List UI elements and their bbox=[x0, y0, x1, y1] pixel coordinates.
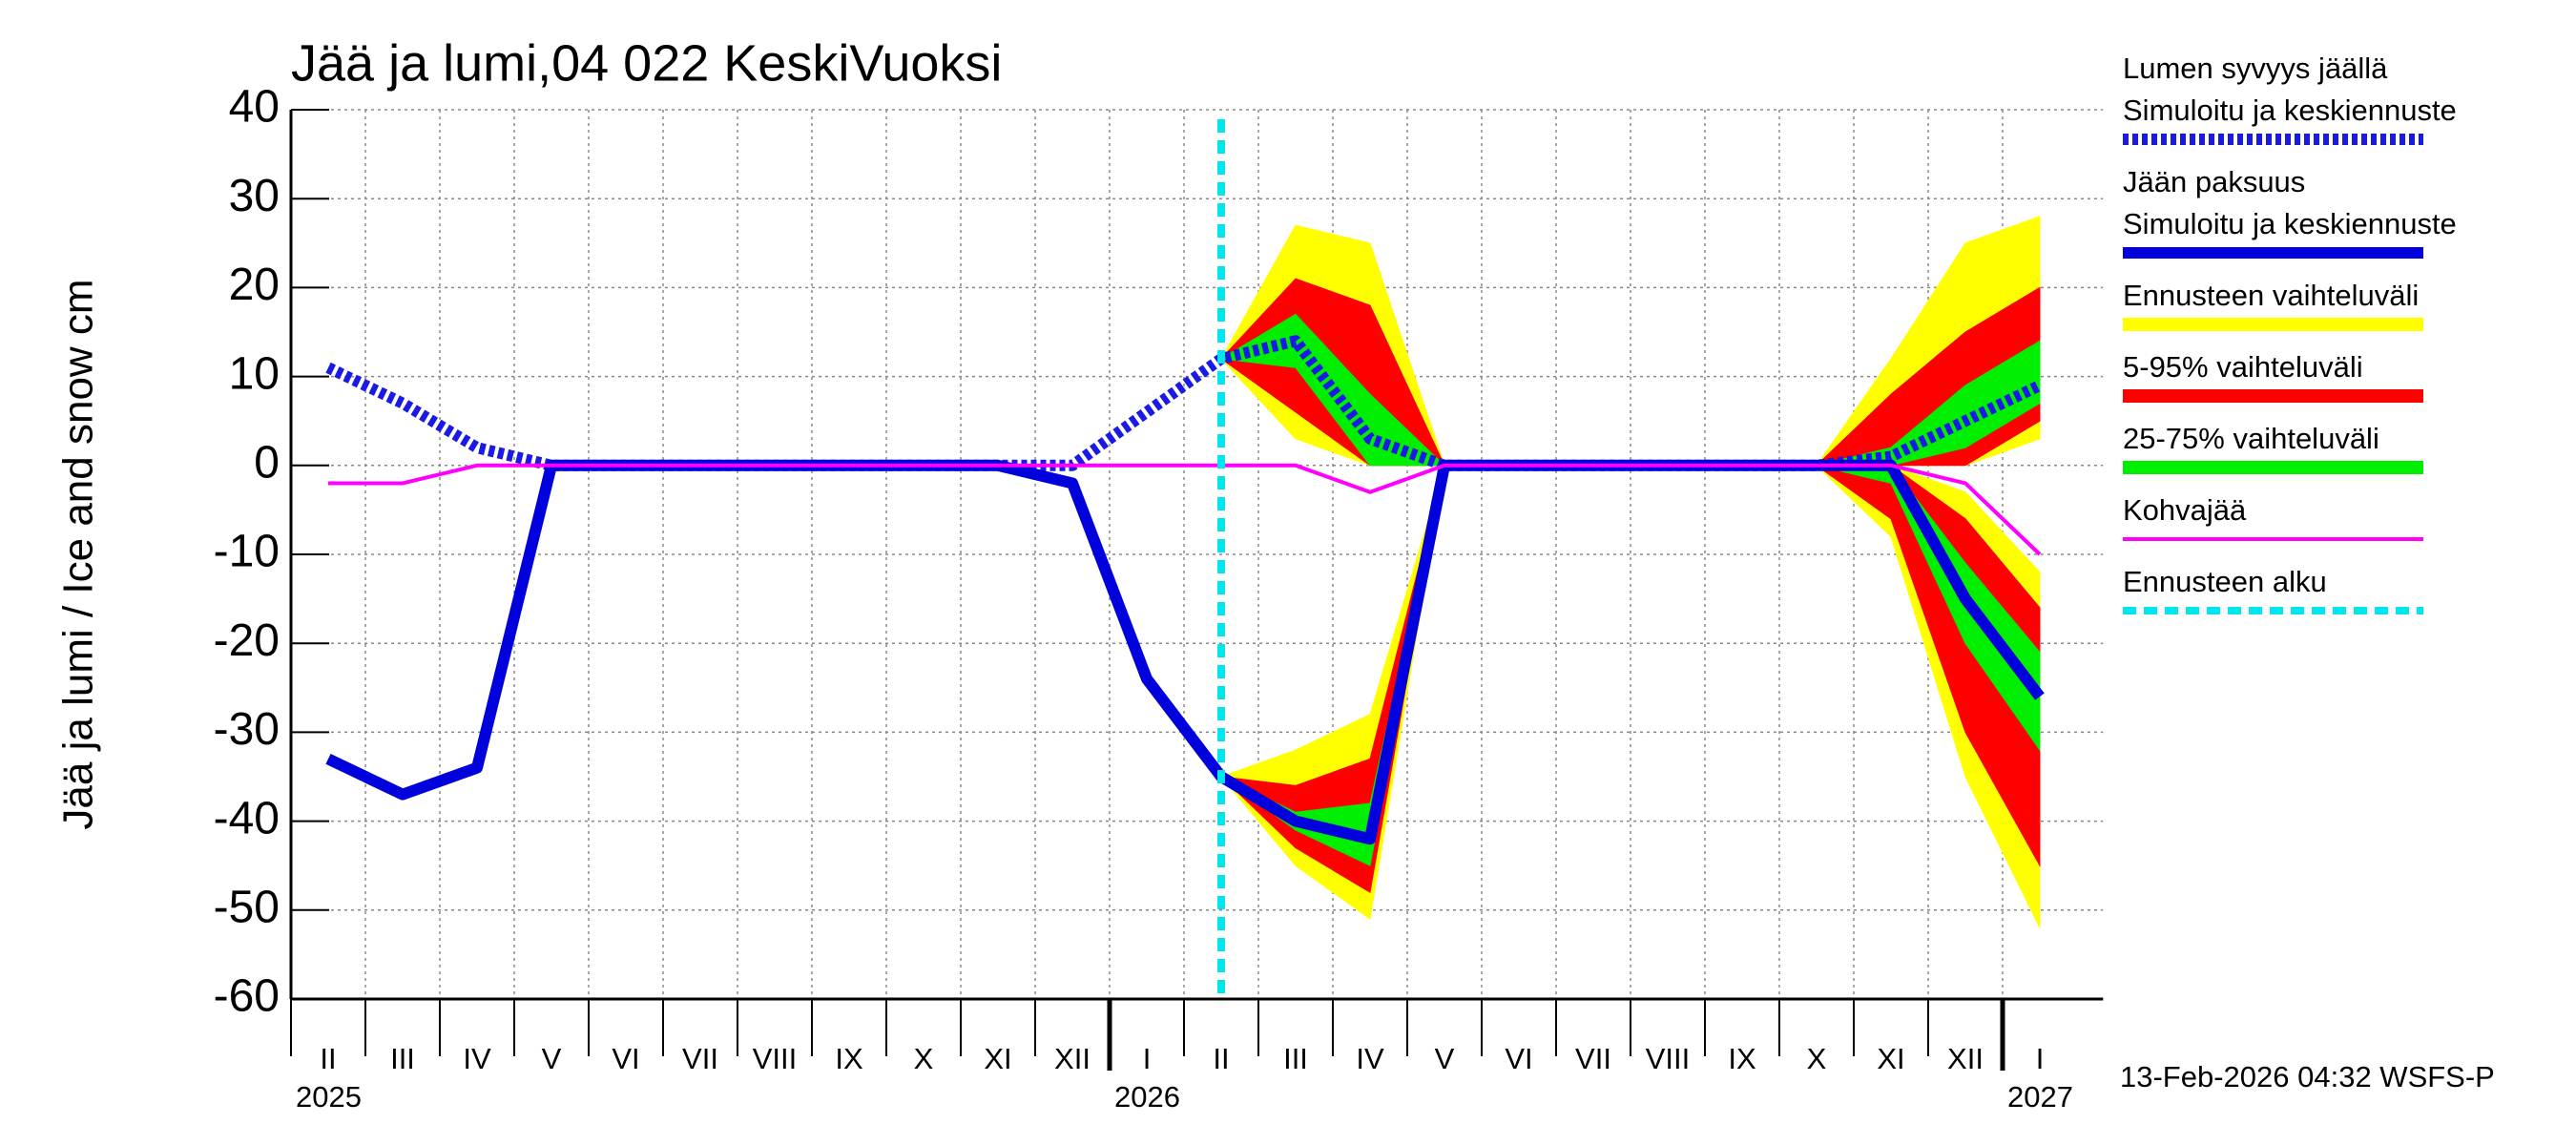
x-tick-label: X bbox=[914, 1042, 934, 1075]
x-tick-label: VI bbox=[612, 1042, 639, 1075]
x-tick-label: VIII bbox=[1646, 1042, 1691, 1075]
x-tick-label: IV bbox=[1356, 1042, 1384, 1075]
y-tick-label: -50 bbox=[214, 882, 280, 932]
y-tick-label: 10 bbox=[229, 348, 280, 399]
y-axis-label: Jää ja lumi / Ice and snow cm bbox=[55, 279, 102, 829]
x-tick-label: V bbox=[542, 1042, 562, 1075]
year-label: 2025 bbox=[296, 1080, 362, 1114]
x-tick-label: VII bbox=[1575, 1042, 1611, 1075]
y-tick-label: -60 bbox=[214, 971, 280, 1022]
y-tick-label: 30 bbox=[229, 171, 280, 221]
x-tick-label: V bbox=[1435, 1042, 1455, 1075]
legend-label: Kohvajää bbox=[2123, 493, 2247, 527]
y-tick-label: -40 bbox=[214, 793, 280, 843]
footer: 13-Feb-2026 04:32 WSFS-P bbox=[2120, 1060, 2495, 1093]
x-tick-label: III bbox=[390, 1042, 415, 1075]
series-line bbox=[328, 463, 2042, 556]
y-tick-label: -10 bbox=[214, 527, 280, 577]
x-tick-label: I bbox=[1143, 1042, 1152, 1075]
y-tick-label: -20 bbox=[214, 615, 280, 666]
x-tick-label: IV bbox=[463, 1042, 491, 1075]
x-tick-label: IX bbox=[835, 1042, 863, 1075]
x-tick-label: XII bbox=[1054, 1042, 1091, 1075]
x-tick-label: XI bbox=[1877, 1042, 1904, 1075]
x-tick-label: VIII bbox=[753, 1042, 798, 1075]
legend-label: Lumen syvyys jäällä bbox=[2123, 52, 2388, 85]
y-tick-label: 40 bbox=[229, 82, 280, 133]
legend-label: Simuloitu ja keskiennuste bbox=[2123, 94, 2457, 127]
x-tick-label: VII bbox=[682, 1042, 718, 1075]
legend-label: 25-75% vaihteluväli bbox=[2123, 422, 2379, 455]
legend-label: Jään paksuus bbox=[2123, 165, 2305, 198]
y-tick-label: 0 bbox=[254, 437, 280, 488]
x-tick-label: IX bbox=[1728, 1042, 1756, 1075]
legend-label: 5-95% vaihteluväli bbox=[2123, 350, 2363, 384]
year-label: 2027 bbox=[2007, 1080, 2073, 1114]
legend-label: Simuloitu ja keskiennuste bbox=[2123, 207, 2457, 240]
chart-title: Jää ja lumi,04 022 KeskiVuoksi bbox=[291, 34, 1002, 92]
x-tick-label: II bbox=[1213, 1042, 1229, 1075]
x-tick-label: VI bbox=[1505, 1042, 1532, 1075]
y-tick-label: 20 bbox=[229, 260, 280, 310]
year-label: 2026 bbox=[1114, 1080, 1180, 1114]
x-tick-label: XII bbox=[1947, 1042, 1984, 1075]
x-tick-label: III bbox=[1283, 1042, 1308, 1075]
x-tick-label: I bbox=[2036, 1042, 2045, 1075]
legend-label: Ennusteen alku bbox=[2123, 565, 2327, 598]
x-tick-label: X bbox=[1807, 1042, 1827, 1075]
x-tick-label: XI bbox=[984, 1042, 1011, 1075]
x-tick-label: II bbox=[320, 1042, 336, 1075]
y-tick-label: -30 bbox=[214, 704, 280, 755]
legend-label: Ennusteen vaihteluväli bbox=[2123, 279, 2419, 312]
